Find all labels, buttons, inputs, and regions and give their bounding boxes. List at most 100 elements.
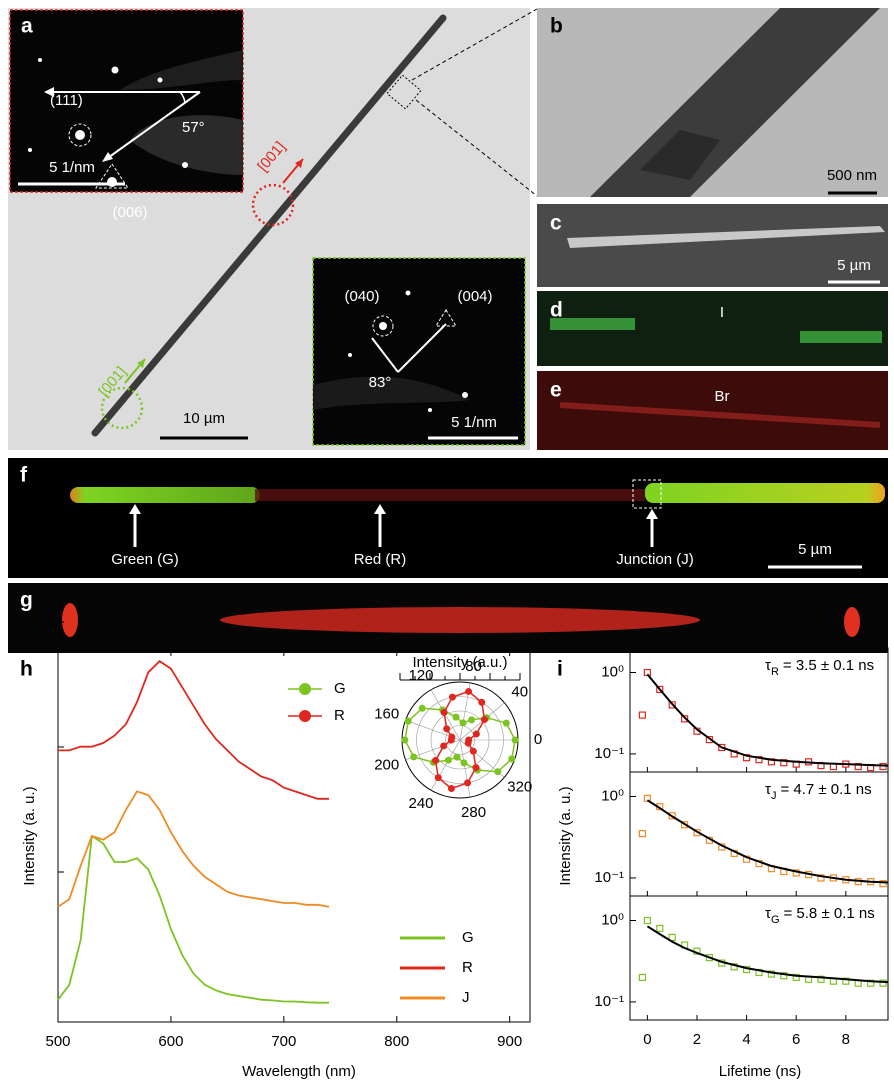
polar-point <box>452 714 459 721</box>
x-tick-label: 800 <box>384 1033 409 1050</box>
figure: [001] [001] 10 µm (111) 57° (006) 5 1/nm… <box>0 0 894 1083</box>
fit-line <box>647 800 888 882</box>
angle-label: 320 <box>507 779 532 796</box>
polar-title: Intensity (a.u.) <box>412 654 507 671</box>
lifetime-annotation: τG= 5.8 ± 0.1 ns <box>765 905 875 926</box>
y-tick-label: 10⁰ <box>601 911 624 928</box>
green-segment <box>645 483 885 503</box>
panel-label: e <box>550 379 562 402</box>
element-label: I <box>720 304 724 321</box>
spot <box>462 392 468 398</box>
green-segment <box>70 487 260 503</box>
miller-index: (006) <box>112 204 147 221</box>
y-tick-label: 10⁰ <box>601 663 624 680</box>
region-label: Red (R) <box>354 551 407 568</box>
red-emission <box>220 607 700 633</box>
x-tick-label: 900 <box>497 1033 522 1050</box>
y-tick-label: 10⁻¹ <box>594 745 624 762</box>
fit-line <box>647 674 888 765</box>
spectrum-line <box>58 836 329 1003</box>
spectrum-line <box>58 791 329 906</box>
panel-label: a <box>21 15 33 38</box>
x-axis-label: Wavelength (nm) <box>242 1063 356 1080</box>
polar-point <box>461 759 468 766</box>
panel-label: d <box>550 299 563 322</box>
x-tick-label: 0 <box>643 1031 651 1048</box>
polar-point <box>440 742 447 749</box>
angle-label: 83° <box>369 374 392 391</box>
lifetime-annotation: τJ= 4.7 ± 0.1 ns <box>765 781 872 802</box>
polar-point <box>448 785 455 792</box>
scale-bar-label: 500 nm <box>827 167 877 184</box>
polar-point <box>465 688 472 695</box>
data-point <box>639 831 645 837</box>
polar-point <box>435 774 442 781</box>
polar-point <box>508 755 515 762</box>
panel-label: c <box>550 212 562 235</box>
x-tick-label: 2 <box>693 1031 701 1048</box>
miller-index: (004) <box>457 288 492 305</box>
spot <box>38 58 42 62</box>
angle-label: 280 <box>461 804 486 821</box>
red-emission <box>844 607 860 637</box>
polar-point <box>445 757 452 764</box>
spot <box>348 353 352 357</box>
scale-bar-label: 10 µm <box>183 410 225 427</box>
panel-label: h <box>20 658 33 681</box>
angle-label: 40 <box>511 683 528 700</box>
angle-label: 0 <box>534 731 542 748</box>
miller-index: (040) <box>344 288 379 305</box>
polar-point <box>443 725 450 732</box>
data-point <box>644 918 650 924</box>
spot <box>112 67 119 74</box>
region-label: Green (G) <box>111 551 179 568</box>
polar-point <box>478 699 485 706</box>
scale-bar-label: 5 µm <box>798 541 832 558</box>
polar-point <box>470 748 477 755</box>
spot <box>28 148 32 152</box>
y-tick-label: 10⁰ <box>601 787 624 804</box>
legend-label: G <box>334 680 346 697</box>
lifetime-subscript: R <box>771 666 779 678</box>
lifetime-text: = 3.5 ± 0.1 ns <box>783 657 874 674</box>
region-label: Junction (J) <box>616 551 694 568</box>
red-emission <box>62 603 78 637</box>
spot <box>75 130 85 140</box>
polar-point <box>405 718 412 725</box>
lifetime-annotation: τR= 3.5 ± 0.1 ns <box>765 657 874 678</box>
x-tick-label: 8 <box>842 1031 850 1048</box>
lifetime-text: = 5.8 ± 0.1 ns <box>784 905 875 922</box>
polar-point <box>468 716 475 723</box>
x-tick-label: 600 <box>158 1033 183 1050</box>
polar-point <box>453 754 460 761</box>
spectrum-line <box>58 661 329 799</box>
scale-bar-label: 5 1/nm <box>49 159 95 176</box>
angle-label: 57° <box>182 119 205 136</box>
spot <box>406 291 411 296</box>
iodine-signal <box>800 331 882 343</box>
eds-map <box>537 371 888 450</box>
polar-point <box>472 764 479 771</box>
y-tick-label: 10⁻¹ <box>594 869 624 886</box>
x-tick-label: 500 <box>45 1033 70 1050</box>
polar-point <box>481 716 488 723</box>
polar-point <box>449 694 456 701</box>
lifetime-subscript: J <box>771 790 777 802</box>
x-tick-label: 700 <box>271 1033 296 1050</box>
polar-point <box>464 779 471 786</box>
red-segment <box>255 489 645 501</box>
polar-point <box>410 753 417 760</box>
panel-label: b <box>550 15 563 38</box>
polar-point <box>401 737 408 744</box>
x-tick-label: 6 <box>792 1031 800 1048</box>
polar-point <box>473 731 480 738</box>
page: [001] [001] 10 µm (111) 57° (006) 5 1/nm… <box>0 0 894 1083</box>
polar-point <box>460 719 467 726</box>
angle-label: 240 <box>408 795 433 812</box>
legend-marker <box>299 710 311 722</box>
legend-label: R <box>334 707 345 724</box>
angle-label: 200 <box>374 756 399 773</box>
lifetime-text: = 4.7 ± 0.1 ns <box>780 781 871 798</box>
angle-label: 160 <box>374 706 399 723</box>
spot <box>428 408 432 412</box>
